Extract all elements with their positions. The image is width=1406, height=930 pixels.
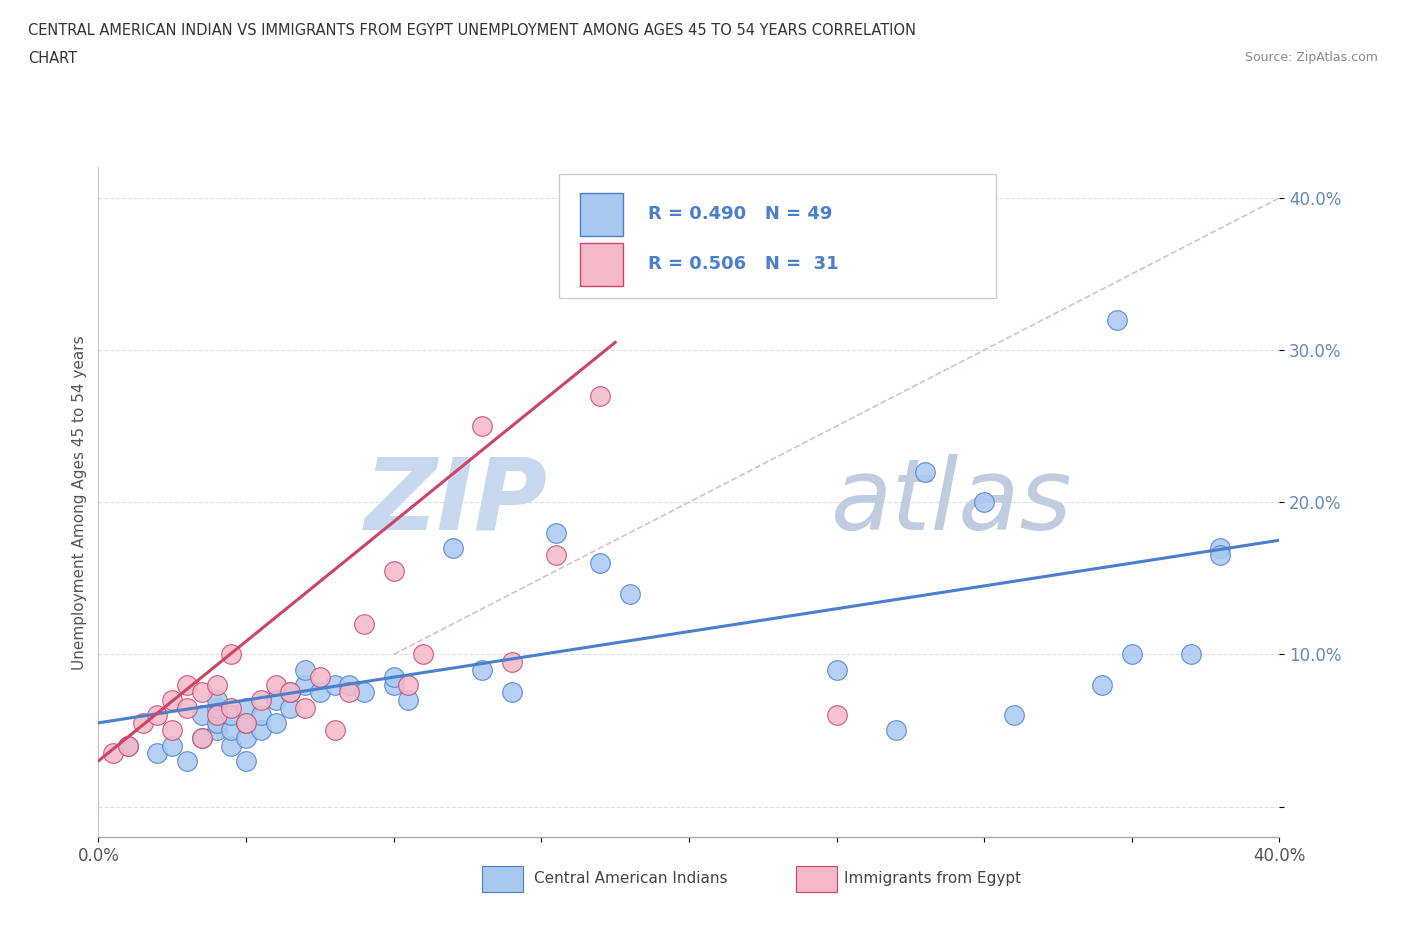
FancyBboxPatch shape bbox=[581, 193, 623, 235]
Point bbox=[235, 753, 257, 768]
Point bbox=[914, 464, 936, 479]
Point bbox=[471, 662, 494, 677]
Point bbox=[250, 693, 273, 708]
Point bbox=[471, 418, 494, 433]
Point bbox=[619, 586, 641, 601]
Point bbox=[278, 700, 302, 715]
Point bbox=[1209, 548, 1232, 563]
Point bbox=[132, 715, 155, 730]
Text: Central American Indians: Central American Indians bbox=[534, 871, 728, 886]
Point bbox=[382, 564, 405, 578]
Point bbox=[219, 738, 242, 753]
Point bbox=[337, 685, 360, 700]
Point bbox=[235, 715, 257, 730]
Point bbox=[235, 715, 257, 730]
Point bbox=[323, 723, 346, 737]
Point bbox=[250, 723, 273, 737]
Point bbox=[191, 731, 214, 746]
Point bbox=[501, 655, 523, 670]
Point bbox=[589, 388, 612, 403]
Point bbox=[117, 738, 139, 753]
Point bbox=[544, 525, 567, 540]
Point bbox=[162, 723, 183, 737]
Point bbox=[235, 731, 257, 746]
Point bbox=[825, 662, 848, 677]
Point bbox=[294, 700, 316, 715]
Point bbox=[353, 685, 375, 700]
Point bbox=[278, 685, 302, 700]
Y-axis label: Unemployment Among Ages 45 to 54 years: Unemployment Among Ages 45 to 54 years bbox=[72, 335, 87, 670]
Point bbox=[103, 746, 125, 761]
Text: atlas: atlas bbox=[831, 454, 1073, 551]
Text: ZIP: ZIP bbox=[364, 454, 547, 551]
Point bbox=[205, 700, 228, 715]
Point bbox=[294, 662, 316, 677]
FancyBboxPatch shape bbox=[796, 866, 837, 892]
Point bbox=[162, 738, 183, 753]
Point bbox=[205, 693, 228, 708]
Point bbox=[205, 677, 228, 692]
Point bbox=[191, 685, 214, 700]
Point bbox=[191, 731, 214, 746]
Point bbox=[825, 708, 848, 723]
Point bbox=[219, 708, 242, 723]
Point bbox=[501, 685, 523, 700]
Point bbox=[219, 700, 242, 715]
Text: CENTRAL AMERICAN INDIAN VS IMMIGRANTS FROM EGYPT UNEMPLOYMENT AMONG AGES 45 TO 5: CENTRAL AMERICAN INDIAN VS IMMIGRANTS FR… bbox=[28, 23, 917, 38]
Point bbox=[382, 677, 405, 692]
Point bbox=[396, 677, 419, 692]
Point bbox=[337, 677, 360, 692]
Text: R = 0.490   N = 49: R = 0.490 N = 49 bbox=[648, 206, 832, 223]
Point bbox=[205, 708, 228, 723]
Point bbox=[264, 677, 287, 692]
Point bbox=[309, 670, 332, 684]
Point bbox=[1180, 647, 1202, 662]
Point bbox=[250, 708, 273, 723]
Point bbox=[219, 647, 242, 662]
Point bbox=[146, 746, 169, 761]
Point bbox=[412, 647, 434, 662]
Point bbox=[176, 700, 198, 715]
Point bbox=[205, 715, 228, 730]
Point bbox=[973, 495, 995, 510]
Point bbox=[396, 693, 419, 708]
Point bbox=[353, 617, 375, 631]
Point bbox=[264, 715, 287, 730]
Point bbox=[309, 685, 332, 700]
Text: Source: ZipAtlas.com: Source: ZipAtlas.com bbox=[1244, 51, 1378, 64]
Point bbox=[441, 540, 464, 555]
Point bbox=[1209, 540, 1232, 555]
Point bbox=[191, 708, 214, 723]
Point bbox=[1105, 312, 1128, 327]
Point bbox=[176, 677, 198, 692]
Point bbox=[205, 723, 228, 737]
Point bbox=[176, 753, 198, 768]
FancyBboxPatch shape bbox=[482, 866, 523, 892]
Text: Immigrants from Egypt: Immigrants from Egypt bbox=[844, 871, 1021, 886]
Point bbox=[1121, 647, 1143, 662]
Text: CHART: CHART bbox=[28, 51, 77, 66]
Point bbox=[117, 738, 139, 753]
Point bbox=[1002, 708, 1025, 723]
Point bbox=[146, 708, 169, 723]
Point bbox=[219, 723, 242, 737]
Point bbox=[278, 685, 302, 700]
Point bbox=[294, 677, 316, 692]
Point bbox=[589, 555, 612, 570]
FancyBboxPatch shape bbox=[560, 174, 995, 298]
Point bbox=[323, 677, 346, 692]
Point bbox=[162, 693, 183, 708]
Point bbox=[884, 723, 907, 737]
Point bbox=[264, 693, 287, 708]
Point bbox=[1091, 677, 1114, 692]
Text: R = 0.506   N =  31: R = 0.506 N = 31 bbox=[648, 256, 838, 273]
Point bbox=[544, 548, 567, 563]
Point bbox=[235, 700, 257, 715]
FancyBboxPatch shape bbox=[581, 243, 623, 286]
Point bbox=[382, 670, 405, 684]
